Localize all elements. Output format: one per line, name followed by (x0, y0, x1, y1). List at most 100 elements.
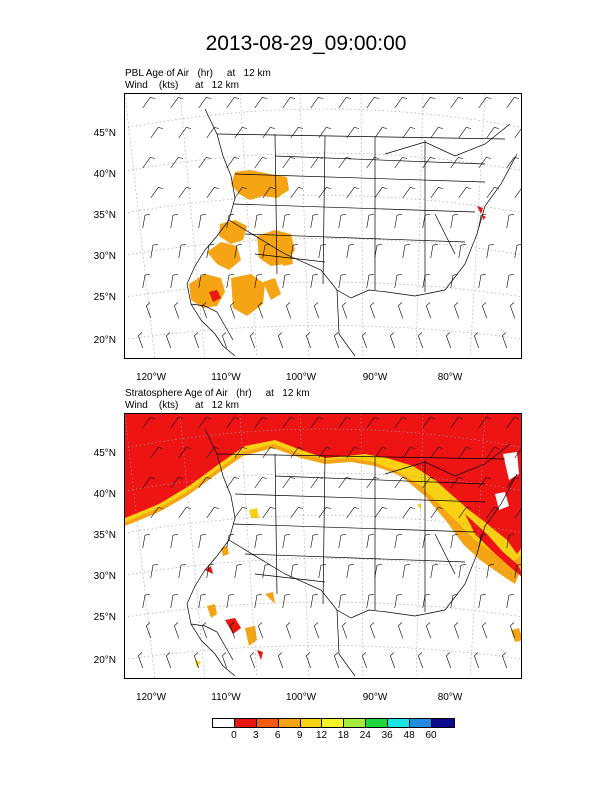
wind-barb (305, 652, 312, 669)
wind-barb (514, 188, 521, 199)
wind-barb (173, 302, 180, 319)
wind-barb (313, 622, 320, 639)
wind-barb (249, 332, 256, 349)
wind-barb (486, 187, 500, 199)
wind-barb (254, 273, 262, 289)
wind-barb (173, 622, 180, 639)
wind-barb (170, 477, 184, 489)
wind-barb (402, 507, 416, 519)
wind-barb (137, 332, 144, 349)
wind-barb (346, 507, 360, 519)
lat-label-30: 30°N (93, 251, 116, 262)
wind-barb (417, 652, 424, 669)
wind-barb (506, 273, 514, 289)
wind-barb (142, 213, 150, 229)
wind-barb (234, 447, 248, 459)
panel1-field-label: PBL Age of Air (hr) at 12 km (125, 68, 271, 79)
wind-barb (226, 97, 240, 109)
lat-label-45: 45°N (93, 448, 116, 459)
wind-barb (310, 273, 318, 289)
colorbar-label: 3 (253, 730, 259, 741)
wind-barb (170, 213, 178, 229)
wind-barb (501, 652, 508, 669)
wind-barb (310, 97, 324, 109)
wind-barb (226, 213, 234, 229)
wind-barb (486, 447, 500, 459)
wind-barb (341, 622, 348, 639)
wind-barb (422, 273, 430, 289)
colorbar-swatch (344, 719, 367, 727)
wind-barb (206, 563, 214, 579)
wind-barb (234, 187, 248, 199)
colorbar-label: 6 (274, 730, 281, 741)
wind-barb (142, 157, 156, 169)
lat-label-20: 20°N (93, 655, 116, 666)
wind-barb (509, 302, 516, 319)
colorbar-swatch (366, 719, 389, 727)
lon-label-90: 90°W (362, 692, 388, 703)
panel1-wind-label: Wind (kts) at 12 km (125, 80, 239, 91)
wind-barb (226, 273, 234, 289)
wind-barb (430, 507, 444, 519)
wind-barb (262, 563, 270, 579)
wind-barb (198, 213, 206, 229)
wind-barb (361, 332, 368, 349)
wind-barb (458, 243, 466, 259)
graticule (125, 414, 521, 678)
wind-barb (290, 127, 304, 139)
lat-label-45: 45°N (93, 128, 116, 139)
wind-barb (262, 507, 276, 519)
lat-label-40: 40°N (93, 169, 116, 180)
wind-barb (338, 213, 346, 229)
wind-barb (453, 622, 460, 639)
wind-barb (262, 447, 276, 459)
wind-barb (478, 97, 492, 109)
wind-barb (506, 417, 520, 429)
wind-barb (249, 652, 256, 669)
wind-barb (229, 622, 236, 639)
wind-barb (318, 447, 332, 459)
wind-barb (369, 622, 376, 639)
colorbar-label: 18 (337, 730, 349, 741)
wind-barb (422, 533, 430, 549)
wind-barb (290, 447, 304, 459)
lon-label-110: 110°W (211, 372, 241, 383)
wind-barb (198, 273, 206, 289)
wind-barb (425, 302, 432, 319)
wind-barb (254, 213, 262, 229)
wind-barb (394, 273, 402, 289)
wind-barb (506, 213, 514, 229)
wind-barb (198, 533, 206, 549)
wind-barb (150, 243, 158, 259)
wind-barb (198, 157, 212, 169)
wind-barb (282, 97, 296, 109)
wind-barb (165, 652, 172, 669)
lon-label-100: 100°W (285, 692, 317, 703)
wind-barb (366, 533, 374, 549)
wind-barb (226, 157, 240, 169)
wind-barb (478, 273, 486, 289)
colorbar-swatch (322, 719, 345, 727)
wind-barb (285, 302, 292, 319)
wind-barb (282, 593, 290, 609)
wind-barb (282, 533, 290, 549)
lon-label-80: 80°W (437, 372, 463, 383)
wind-barb (254, 593, 262, 609)
wind-barb (366, 593, 374, 609)
lon-label-110: 110°W (211, 692, 241, 703)
colorbar (212, 718, 455, 728)
colorbar-label: 36 (381, 730, 393, 741)
wind-barb (478, 593, 486, 609)
wind-barb (450, 533, 458, 549)
pbl-age-blobs (189, 170, 295, 316)
wind-barb (145, 622, 152, 639)
wind-barb (142, 477, 156, 489)
wind-barb (506, 533, 514, 549)
wind-barb (514, 448, 521, 459)
wind-barb (486, 563, 494, 579)
wind-barb (422, 477, 436, 489)
wind-barb (369, 302, 376, 319)
wind-barb (397, 622, 404, 639)
wind-barb (254, 157, 268, 169)
wind-barb (178, 507, 192, 519)
